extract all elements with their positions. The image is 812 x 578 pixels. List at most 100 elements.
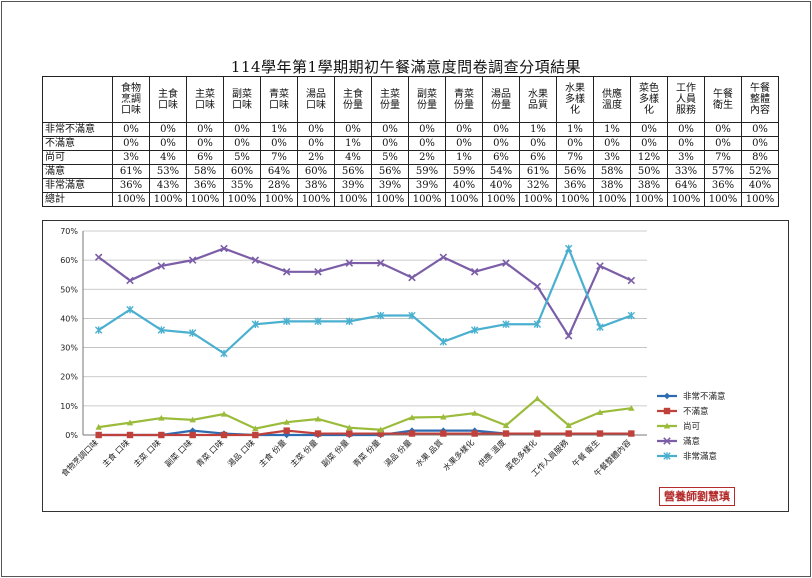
table-cell: 60% — [297, 164, 335, 179]
data-point — [596, 262, 604, 270]
data-point — [564, 244, 573, 253]
column-header: 主食份量 — [334, 76, 372, 123]
table-cell: 5% — [371, 150, 409, 165]
table-cell: 61% — [519, 164, 557, 179]
data-point — [596, 323, 604, 331]
data-point — [189, 416, 196, 423]
legend-label: 非常不滿意 — [683, 391, 726, 402]
table-row: 總計 100% 100% 100% 100% 100% 100% 100% 100% 100% 10… — [42, 192, 779, 207]
table-cell: 36% — [186, 178, 224, 193]
data-point — [188, 256, 197, 264]
table-cell: 57% — [704, 164, 742, 179]
data-point — [188, 329, 197, 337]
table-cell: 100% — [334, 192, 372, 207]
table-cell: 1% — [260, 122, 298, 137]
table-cell: 0% — [149, 136, 187, 151]
data-point — [346, 424, 353, 431]
column-header-label: 主食口味 — [158, 88, 178, 111]
column-header-label: 菜色多樣化 — [639, 83, 659, 116]
data-point — [126, 431, 134, 439]
data-point — [126, 276, 134, 285]
satisfaction-line-chart: 0%10%20%30%40%50%60%70%食物烹調口味 主食 口味 主菜 口味副… — [59, 227, 726, 478]
data-point — [565, 430, 572, 437]
data-point — [564, 332, 573, 340]
column-header-label: 湯品份量 — [491, 88, 511, 111]
column-header: 湯品份量 — [482, 76, 520, 123]
data-point — [282, 317, 291, 326]
table-row: 非常滿意 36% 43% 36% 35% 28% 38% 39% 39% 39% 40% 40% 32%… — [42, 178, 779, 193]
table-cell: 6% — [519, 150, 557, 165]
data-point — [126, 419, 134, 426]
series-line — [98, 247, 632, 339]
column-header: 水果多樣化 — [556, 76, 594, 123]
table-cell: 100% — [408, 192, 446, 207]
table-cell: 7% — [260, 150, 298, 165]
table-cell: 1% — [334, 136, 372, 151]
table-cell: 33% — [667, 164, 705, 179]
table-cell: 100% — [704, 192, 742, 207]
row-label: 非常滿意 — [42, 178, 113, 193]
column-header: 工作人員服務 — [667, 76, 705, 123]
row-label: 非常不滿意 — [42, 122, 113, 137]
y-tick-label: 70% — [60, 227, 78, 236]
table-cell: 100% — [112, 192, 150, 207]
table-cell: 0% — [371, 136, 409, 151]
column-header-label: 主菜口味 — [195, 88, 215, 111]
x-tick-label: 副菜 份量 — [319, 437, 350, 468]
data-point — [534, 430, 541, 437]
data-point — [470, 268, 479, 276]
x-tick-label: 午餐 衛生 — [570, 437, 601, 468]
data-point — [377, 430, 384, 437]
x-tick-label: 水果多樣化 — [441, 437, 476, 472]
data-point — [158, 431, 165, 439]
column-header: 主菜口味 — [186, 76, 224, 123]
legend-label: 不滿意 — [683, 406, 709, 417]
table-cell: 0% — [630, 136, 668, 151]
data-point — [627, 311, 636, 320]
table-cell: 56% — [556, 164, 594, 179]
table-cell: 0% — [186, 136, 224, 151]
table-cell: 50% — [630, 164, 668, 179]
table-cell: 7% — [556, 150, 594, 165]
table-cell: 0% — [519, 136, 557, 151]
table-cell: 0% — [445, 136, 483, 151]
table-cell: 53% — [149, 164, 187, 179]
data-point — [471, 409, 478, 416]
column-header-label: 主食份量 — [343, 88, 363, 111]
table-cell: 64% — [260, 164, 298, 179]
table-cell: 6% — [482, 150, 520, 165]
data-point — [627, 276, 636, 285]
table-cell: 43% — [149, 178, 187, 193]
table-cell: 0% — [408, 136, 446, 151]
table-cell: 100% — [371, 192, 409, 207]
table-cell: 59% — [445, 164, 483, 179]
column-header-label: 主菜份量 — [380, 88, 400, 111]
data-point — [220, 349, 228, 358]
legend-marker — [663, 407, 671, 415]
table-row: 尚可 3% 4% 6% 5% 7% 2% 4% 5% 2% 1% 6% 6% 7% 3% 12% 3% 7% 8% — [42, 150, 779, 165]
table-cell: 1% — [519, 122, 557, 137]
table-cell: 38% — [630, 178, 668, 193]
y-tick-label: 10% — [60, 402, 78, 411]
table-cell: 4% — [149, 150, 187, 165]
row-label: 尚可 — [42, 150, 113, 165]
table-cell: 6% — [186, 150, 224, 165]
x-tick-label: 食物烹調口味 — [59, 437, 100, 478]
x-tick-label: 副菜 口味 — [163, 437, 194, 468]
data-point — [408, 311, 416, 320]
table-cell: 1% — [556, 122, 594, 137]
data-point — [220, 410, 228, 417]
table-cell: 100% — [741, 192, 779, 207]
x-tick-label: 湯品 口味 — [225, 437, 256, 468]
column-header: 供應溫度 — [593, 76, 631, 123]
table-cell: 39% — [408, 178, 446, 193]
data-point — [158, 414, 165, 421]
table-cell: 59% — [408, 164, 446, 179]
table-cell: 0% — [704, 122, 742, 137]
data-point — [252, 431, 259, 439]
table-cell: 0% — [223, 122, 261, 137]
table-cell: 52% — [741, 164, 779, 179]
table-cell: 0% — [482, 136, 520, 151]
table-cell: 0% — [482, 122, 520, 137]
